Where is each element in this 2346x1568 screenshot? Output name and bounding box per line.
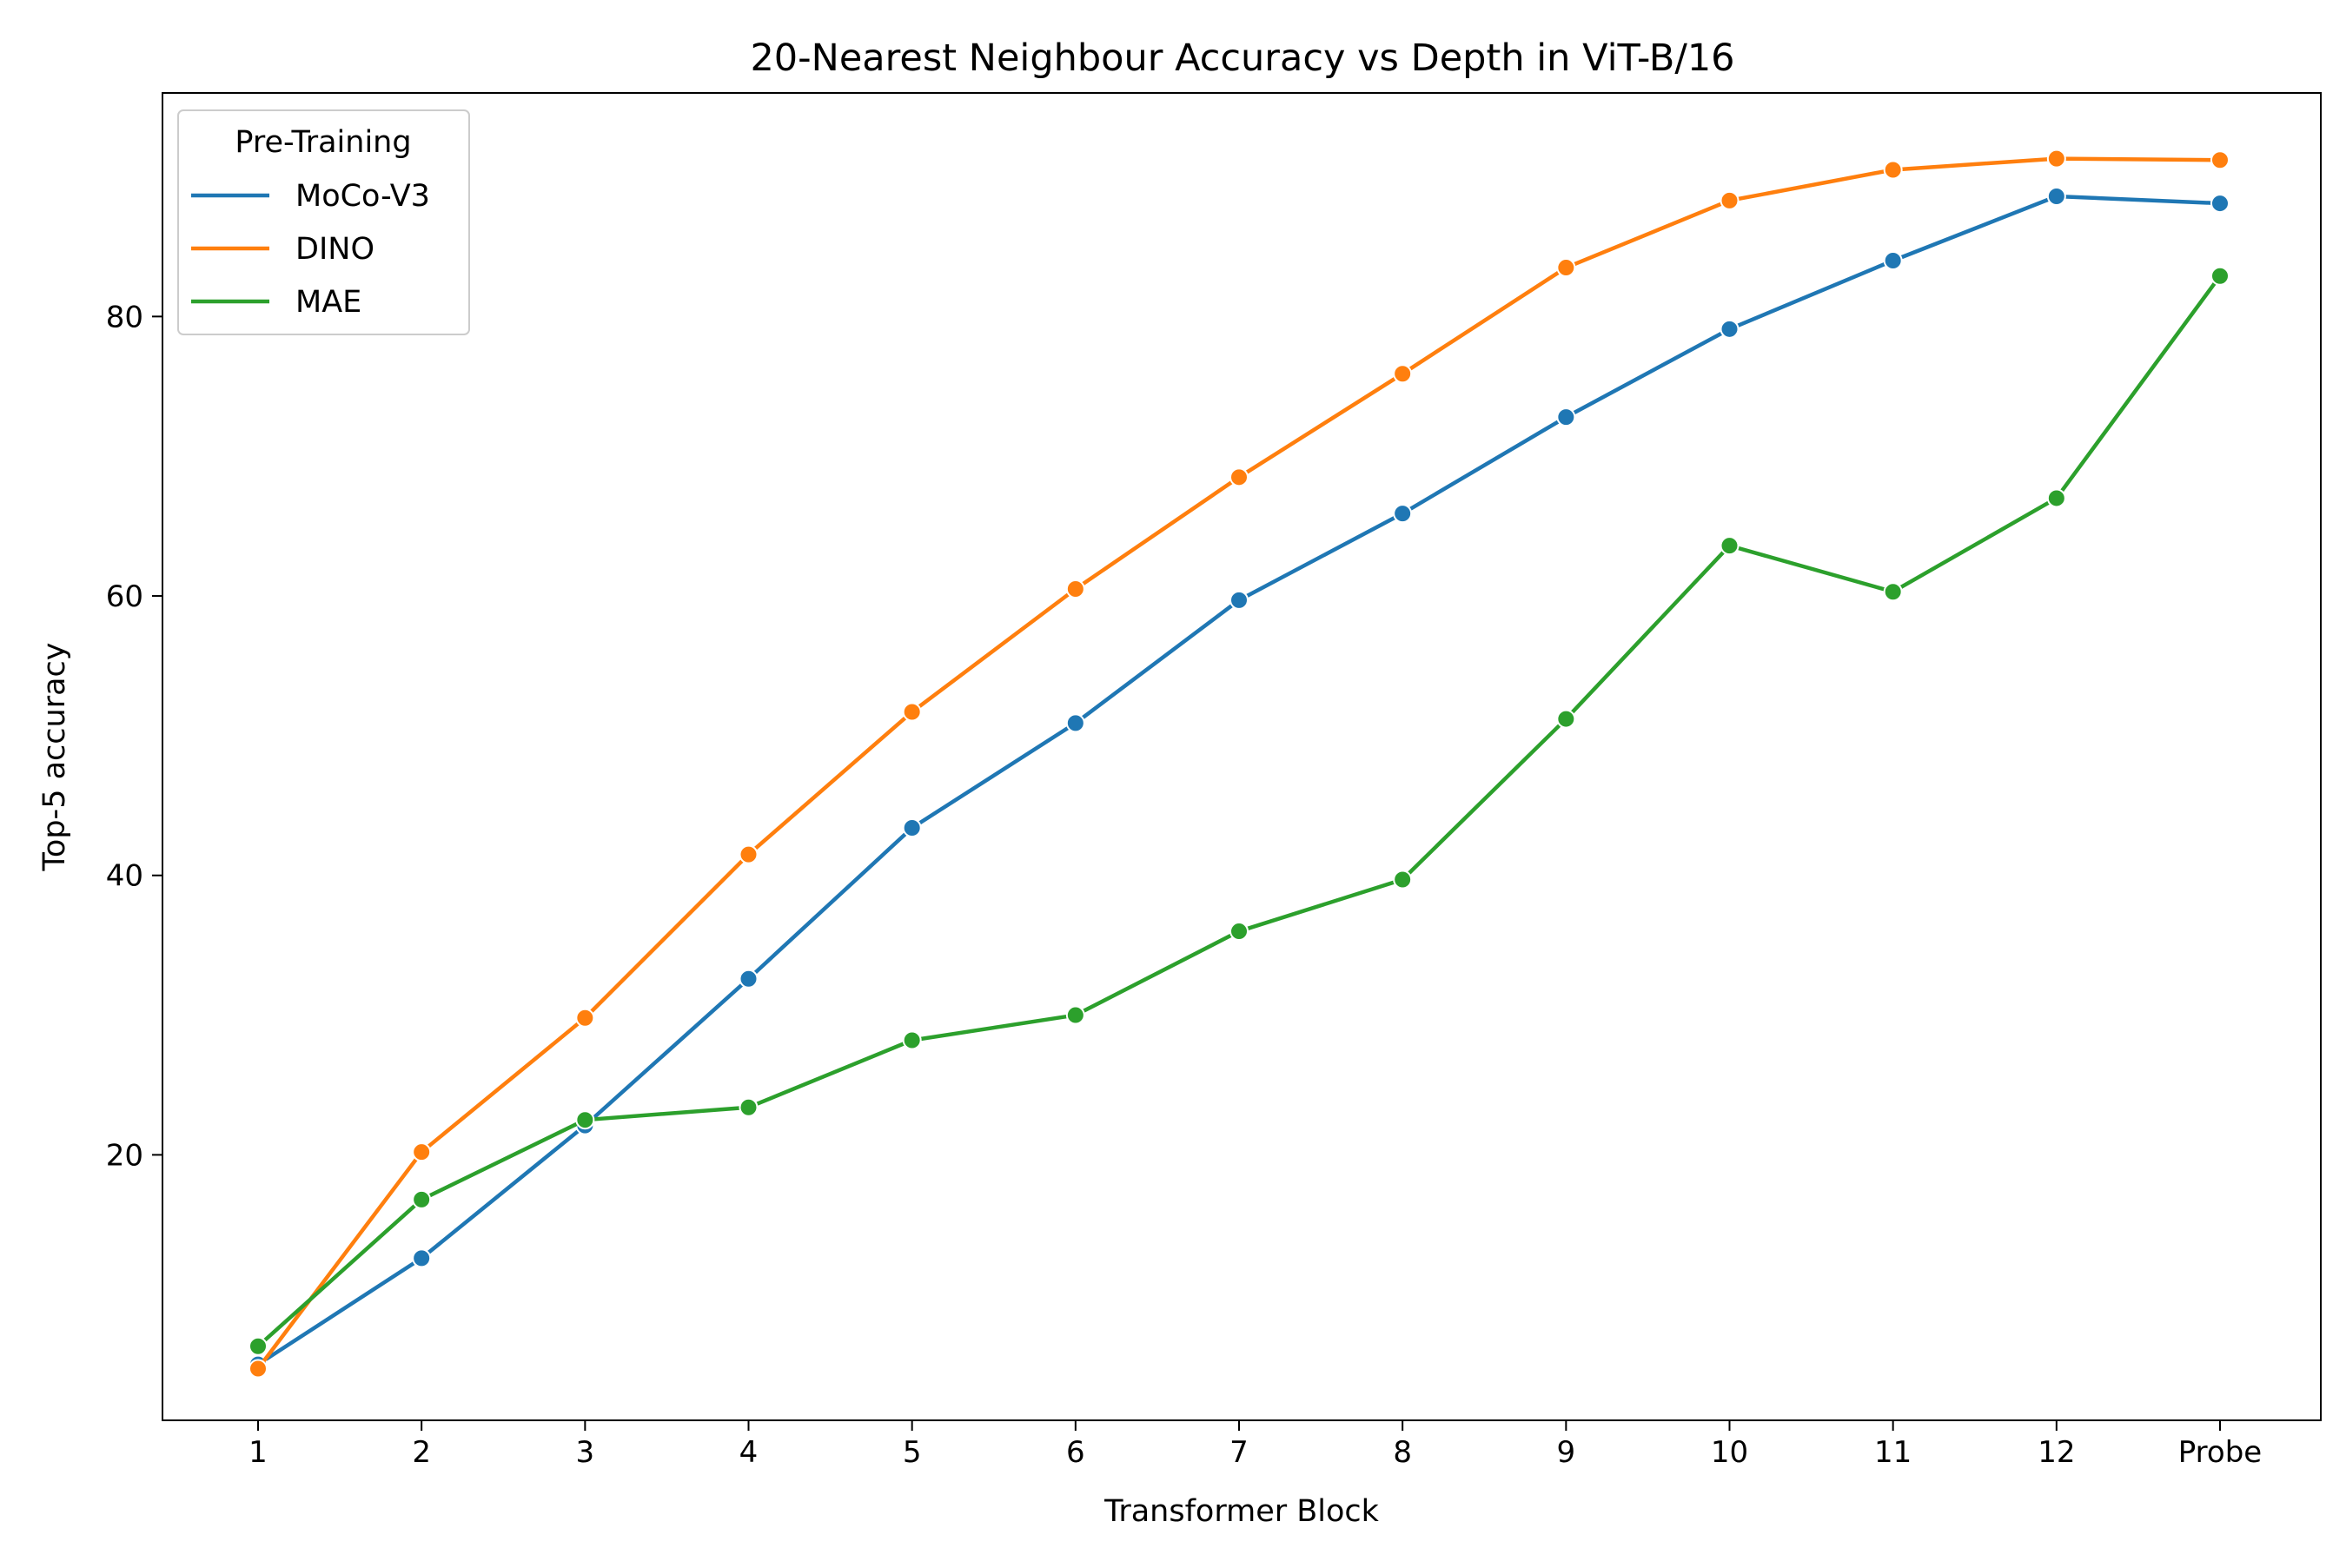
data-point-dino — [1065, 579, 1085, 599]
data-point-mae — [739, 1097, 759, 1117]
data-point-dino — [2210, 150, 2230, 170]
y-tick-label: 20 — [106, 1138, 143, 1173]
x-tick-label: 4 — [739, 1435, 759, 1470]
data-point-mae — [1393, 870, 1413, 890]
x-tick-label: 6 — [1066, 1435, 1085, 1470]
legend-title: Pre-Training — [235, 125, 411, 160]
x-tick-label: 11 — [1874, 1435, 1912, 1470]
x-tick-label: 9 — [1557, 1435, 1576, 1470]
data-point-mae — [1229, 922, 1249, 942]
x-tick-label: 5 — [903, 1435, 922, 1470]
data-point-dino — [1393, 364, 1413, 384]
x-tick-label: 1 — [249, 1435, 268, 1470]
data-point-moco-v3 — [1229, 590, 1249, 610]
legend-box — [177, 109, 470, 335]
legend-entries: MoCo-V3 DINO MAE — [191, 179, 430, 320]
data-point-mae — [575, 1110, 595, 1130]
data-point-moco-v3 — [1720, 319, 1740, 339]
x-tick-label: 10 — [1711, 1435, 1748, 1470]
y-tick-label: 40 — [106, 859, 143, 894]
data-point-dino — [739, 844, 759, 864]
series-mae — [249, 266, 2230, 1356]
series-dino — [249, 149, 2230, 1379]
plot-area-frame — [162, 92, 2322, 1421]
data-point-moco-v3 — [2210, 194, 2230, 214]
legend-label: DINO — [295, 232, 374, 267]
data-point-dino — [1720, 190, 1740, 210]
series-moco-v3 — [249, 187, 2230, 1374]
data-point-mae — [902, 1030, 922, 1050]
series-line-mae — [255, 274, 2223, 1349]
y-tick-label: 80 — [106, 300, 143, 334]
x-axis-label: Transformer Block — [1103, 1494, 1380, 1529]
data-point-mae — [2046, 488, 2066, 508]
x-tick-label: 3 — [576, 1435, 595, 1470]
series-line-moco-v3 — [255, 194, 2223, 1366]
y-axis: 20 40 60 80 — [106, 300, 162, 1173]
data-point-moco-v3 — [2046, 187, 2066, 207]
x-tick-label: 12 — [2038, 1435, 2075, 1470]
data-point-dino — [1556, 258, 1576, 278]
data-point-dino — [249, 1359, 268, 1379]
data-point-dino — [2046, 149, 2066, 169]
x-tick-label: Probe — [2178, 1435, 2262, 1470]
legend-label: MAE — [295, 285, 361, 320]
data-point-moco-v3 — [1065, 713, 1085, 733]
legend: Pre-Training MoCo-V3 DINO MAE — [177, 109, 470, 335]
data-point-dino — [575, 1008, 595, 1028]
x-axis: 1 2 3 4 5 6 7 8 9 10 11 12 Probe — [249, 1420, 2262, 1470]
data-point-mae — [1556, 709, 1576, 729]
data-point-moco-v3 — [1393, 504, 1413, 524]
data-point-moco-v3 — [902, 818, 922, 838]
x-tick-label: 8 — [1393, 1435, 1412, 1470]
data-point-mae — [412, 1189, 432, 1209]
y-tick-label: 60 — [106, 579, 143, 614]
legend-label: MoCo-V3 — [295, 179, 430, 214]
data-point-moco-v3 — [412, 1248, 432, 1268]
data-point-dino — [412, 1142, 432, 1162]
series-line-dino — [255, 156, 2223, 1371]
data-point-dino — [1883, 160, 1903, 180]
data-point-moco-v3 — [739, 969, 759, 989]
x-tick-label: 2 — [412, 1435, 431, 1470]
data-point-mae — [1883, 582, 1903, 602]
data-point-mae — [2210, 266, 2230, 286]
data-point-mae — [1065, 1005, 1085, 1025]
x-tick-label: 7 — [1229, 1435, 1249, 1470]
chart-title: 20-Nearest Neighbour Accuracy vs Depth i… — [750, 36, 1734, 80]
data-point-mae — [249, 1336, 268, 1356]
data-point-dino — [1229, 467, 1249, 487]
series-layer — [249, 149, 2230, 1379]
data-point-moco-v3 — [1883, 251, 1903, 271]
data-point-dino — [902, 702, 922, 722]
data-point-mae — [1720, 536, 1740, 556]
y-axis-label: Top-5 accuracy — [37, 643, 72, 872]
data-point-moco-v3 — [1556, 407, 1576, 427]
